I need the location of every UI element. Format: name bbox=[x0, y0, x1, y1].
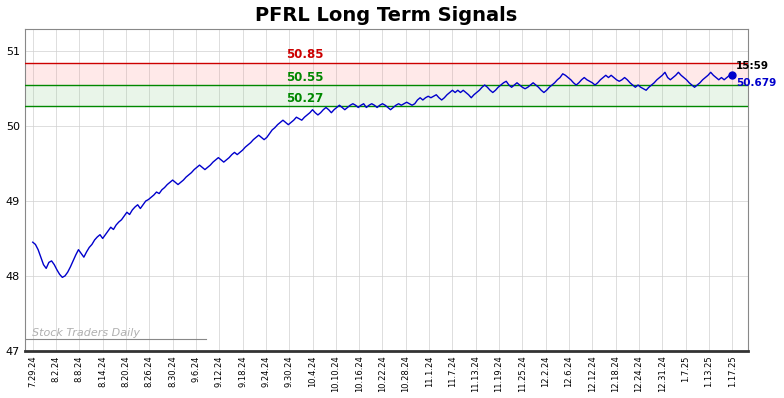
Text: 50.55: 50.55 bbox=[286, 71, 324, 84]
Text: 50.85: 50.85 bbox=[286, 48, 324, 61]
Bar bbox=[24, 85, 749, 106]
Bar bbox=[24, 62, 749, 85]
Text: Stock Traders Daily: Stock Traders Daily bbox=[32, 328, 140, 338]
Text: 15:59: 15:59 bbox=[736, 61, 769, 71]
Title: PFRL Long Term Signals: PFRL Long Term Signals bbox=[256, 6, 517, 25]
Text: 50.27: 50.27 bbox=[286, 92, 323, 105]
Text: 50.679: 50.679 bbox=[736, 78, 776, 88]
